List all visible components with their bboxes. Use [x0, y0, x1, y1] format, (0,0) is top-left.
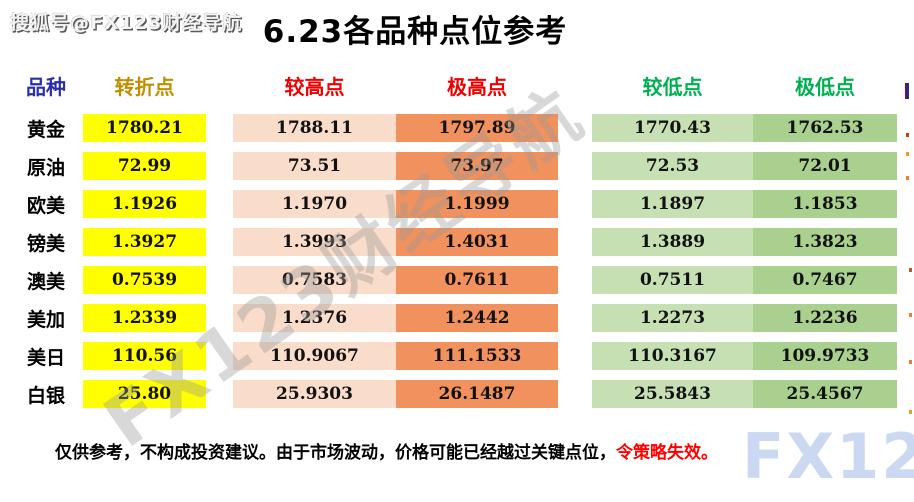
cell-high: 0.7583 [233, 266, 396, 294]
header-symbol: 品种 [26, 74, 66, 99]
table-row: 原油 72.99 73.51 73.97 72.53 72.01 [0, 152, 914, 180]
header-high: 较高点 [284, 74, 345, 99]
cell-pivot: 110.56 [83, 342, 206, 370]
symbol-label: 美日 [26, 346, 65, 369]
cell-extreme-low: 72.01 [753, 152, 897, 180]
cell-extreme-high: 1.1999 [396, 190, 558, 218]
header-low: 较低点 [642, 74, 703, 99]
cell-pivot: 1780.21 [83, 114, 206, 142]
header-pivot: 转折点 [114, 74, 175, 99]
cell-high: 25.9303 [233, 380, 396, 408]
symbol-label: 澳美 [26, 270, 65, 293]
cell-extreme-low: 1.1853 [753, 190, 897, 218]
cell-extreme-low: 0.7467 [753, 266, 897, 294]
cell-low: 1.1897 [592, 190, 753, 218]
cell-pivot: 1.3927 [83, 228, 206, 256]
cell-extreme-low: 109.9733 [753, 342, 897, 370]
cell-high: 1.2376 [233, 304, 396, 332]
cell-pivot: 25.80 [83, 380, 206, 408]
cell-pivot: 72.99 [83, 152, 206, 180]
cell-high: 1.3993 [233, 228, 396, 256]
table-row: 白银 25.80 25.9303 26.1487 25.5843 25.4567 [0, 380, 914, 408]
disclaimer-warning: 令策略失效。 [616, 443, 718, 463]
cutoff-column-fragment [905, 83, 909, 99]
cell-extreme-high: 1797.89 [396, 114, 558, 142]
table-row: 欧美 1.1926 1.1970 1.1999 1.1897 1.1853 [0, 190, 914, 218]
cell-low: 25.5843 [592, 380, 753, 408]
cell-extreme-high: 1.2442 [396, 304, 558, 332]
disclaimer-text: 仅供参考，不构成投资建议。由于市场波动，价格可能已经越过关键点位，令策略失效。 [55, 438, 905, 463]
symbol-label: 镑美 [26, 232, 65, 255]
cell-low: 1770.43 [592, 114, 753, 142]
cell-extreme-high: 111.1533 [396, 342, 558, 370]
cell-low: 110.3167 [592, 342, 753, 370]
cell-extreme-low: 25.4567 [753, 380, 897, 408]
cell-extreme-high: 26.1487 [396, 380, 558, 408]
table-row: 美加 1.2339 1.2376 1.2442 1.2273 1.2236 [0, 304, 914, 332]
cutoff-column-fragment [909, 410, 912, 414]
sohu-account-watermark: 搜狐号@FX123财经导航 [10, 12, 243, 34]
symbol-label: 原油 [26, 156, 65, 179]
cell-pivot: 1.1926 [83, 190, 206, 218]
cell-high: 73.51 [233, 152, 396, 180]
cell-low: 0.7511 [592, 266, 753, 294]
symbol-label: 美加 [26, 308, 65, 331]
cell-extreme-low: 1762.53 [753, 114, 897, 142]
cell-high: 1788.11 [233, 114, 396, 142]
symbol-label: 黄金 [26, 118, 65, 141]
symbol-label: 白银 [26, 384, 65, 407]
cell-low: 1.2273 [592, 304, 753, 332]
cell-extreme-low: 1.3823 [753, 228, 897, 256]
cell-pivot: 0.7539 [83, 266, 206, 294]
table-row: 黄金 1780.21 1788.11 1797.89 1770.43 1762.… [0, 114, 914, 142]
cell-high: 1.1970 [233, 190, 396, 218]
disclaimer-normal: 仅供参考，不构成投资建议。由于市场波动，价格可能已经越过关键点位， [55, 443, 616, 463]
cell-extreme-low: 1.2236 [753, 304, 897, 332]
page-title: 6.23各品种点位参考 [262, 14, 568, 50]
header-extreme-high: 极高点 [447, 74, 507, 99]
cell-high: 110.9067 [233, 342, 396, 370]
symbol-label: 欧美 [26, 194, 65, 217]
table-row: 美日 110.56 110.9067 111.1533 110.3167 109… [0, 342, 914, 370]
table-row: 镑美 1.3927 1.3993 1.4031 1.3889 1.3823 [0, 228, 914, 256]
table-row: 澳美 0.7539 0.7583 0.7611 0.7511 0.7467 [0, 266, 914, 294]
cell-extreme-high: 1.4031 [396, 228, 558, 256]
cell-extreme-high: 0.7611 [396, 266, 558, 294]
cell-extreme-high: 73.97 [396, 152, 558, 180]
cell-pivot: 1.2339 [83, 304, 206, 332]
header-extreme-low: 极低点 [795, 74, 855, 99]
cell-low: 72.53 [592, 152, 753, 180]
cell-low: 1.3889 [592, 228, 753, 256]
